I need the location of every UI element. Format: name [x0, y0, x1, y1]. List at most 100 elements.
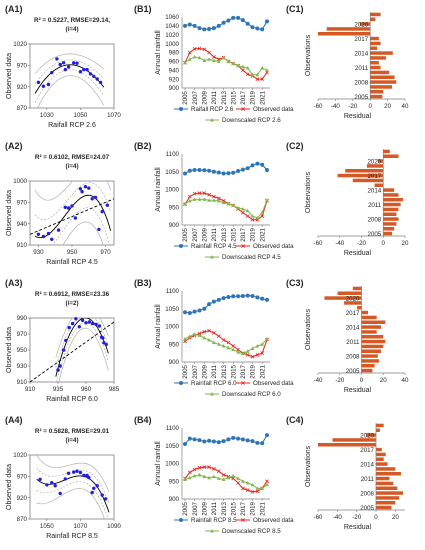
marker-triangle: [183, 477, 187, 481]
data-point: [64, 338, 68, 343]
x-tick-label: 985: [109, 386, 120, 393]
marker-cross: [241, 107, 245, 111]
data-point: [80, 190, 84, 194]
y-axis-label: Observations: [305, 171, 312, 213]
marker-triangle: [202, 335, 207, 340]
marker-circle: [192, 168, 197, 172]
marker-cross: [197, 465, 202, 470]
marker-circle: [226, 437, 231, 442]
y-tick-label: 1050: [165, 443, 179, 450]
y-tick-label: 900: [169, 359, 180, 366]
residual-bar: [357, 306, 362, 310]
marker-cross: [212, 466, 216, 471]
residual-bar: [366, 164, 384, 168]
data-point: [38, 477, 42, 481]
panel-label: (C4): [286, 415, 304, 425]
data-point: [56, 228, 61, 232]
plot-area: [29, 180, 115, 246]
data-point: [75, 469, 79, 473]
y-tick-label: 870: [17, 516, 28, 523]
residual-bar: [359, 22, 371, 26]
series-line-red: [184, 466, 268, 493]
marker-circle: [231, 170, 236, 175]
y-axis-label: Observed data: [6, 327, 13, 373]
marker-triangle: [236, 206, 240, 210]
residual-bar: [361, 368, 373, 373]
marker-triangle: [197, 333, 202, 337]
data-point: [61, 348, 66, 352]
marker-circle: [202, 27, 207, 32]
marker-triangle: [187, 334, 192, 338]
marker-circle: [183, 171, 187, 176]
series-line-green: [184, 56, 268, 76]
data-point: [58, 62, 62, 67]
marker-triangle: [207, 198, 211, 202]
residual-bar: [370, 80, 397, 84]
y-tick-label: 1050: [165, 169, 179, 176]
x-tick-label: 2019: [250, 90, 257, 104]
data-point: [73, 216, 78, 220]
y-tick-label: 920: [169, 76, 180, 83]
data-point: [75, 61, 79, 65]
marker-cross: [212, 331, 216, 335]
marker-circle: [226, 171, 231, 176]
x-tick-label: 1070: [74, 523, 88, 530]
marker-triangle: [231, 473, 236, 478]
y-tick-label: 930: [17, 363, 28, 370]
data-point: [58, 364, 62, 368]
marker-circle: [197, 26, 202, 31]
x-tick-label: -40: [314, 377, 324, 384]
marker-circle: [255, 161, 260, 166]
data-point: [100, 493, 104, 497]
x-tick-label: 960: [81, 386, 92, 393]
marker-cross: [212, 194, 216, 199]
prediction-band-lower: [37, 75, 105, 108]
marker-triangle: [255, 344, 260, 348]
x-tick-label: 2007: [192, 364, 199, 378]
x-tick-label: 1090: [107, 523, 121, 530]
marker-cross: [241, 68, 245, 73]
y-axis-label: Annual rainfall: [155, 167, 162, 212]
marker-triangle: [216, 198, 221, 203]
legend-entry: Downscaled RCP 8.5: [222, 528, 281, 535]
y-tick-label: 870: [17, 105, 28, 112]
data-point: [46, 231, 51, 236]
marker-triangle: [260, 210, 265, 215]
data-point: [56, 368, 60, 372]
marker-circle: [260, 162, 265, 167]
marker-triangle: [255, 72, 260, 77]
x-axis-label: Rainfall RCP 6.0: [46, 396, 98, 403]
marker-triangle: [241, 64, 245, 69]
data-point: [55, 57, 59, 61]
residual-bar: [376, 476, 390, 481]
y-tick-label: 980: [169, 50, 180, 57]
marker-circle: [211, 439, 216, 444]
marker-cross: [187, 50, 192, 55]
marker-triangle: [197, 197, 202, 201]
y-tick-label: 900: [169, 222, 180, 229]
marker-circle: [250, 25, 255, 30]
x-tick-label: 2019: [250, 364, 257, 378]
residual-bar: [370, 61, 379, 65]
x-tick-label: 2019: [250, 501, 257, 515]
x-tick-label: 1050: [40, 523, 54, 530]
residual-bar: [361, 344, 384, 349]
fit-statistics: R² = 0.6102, RMSE=24.07: [35, 154, 110, 161]
marker-triangle: [265, 336, 269, 341]
residual-bar: [383, 193, 399, 197]
marker-cross: [192, 191, 197, 196]
y-tick-label: 950: [169, 478, 180, 485]
marker-circle: [202, 168, 207, 173]
residual-bar: [383, 149, 390, 154]
data-point: [66, 471, 71, 475]
marker-triangle: [236, 350, 240, 354]
marker-triangle: [245, 349, 250, 353]
marker-circle: [265, 433, 269, 438]
data-point: [58, 491, 62, 496]
data-point: [50, 481, 54, 485]
marker-cross: [221, 473, 226, 477]
data-point: [88, 72, 93, 76]
residual-bar: [383, 202, 401, 207]
